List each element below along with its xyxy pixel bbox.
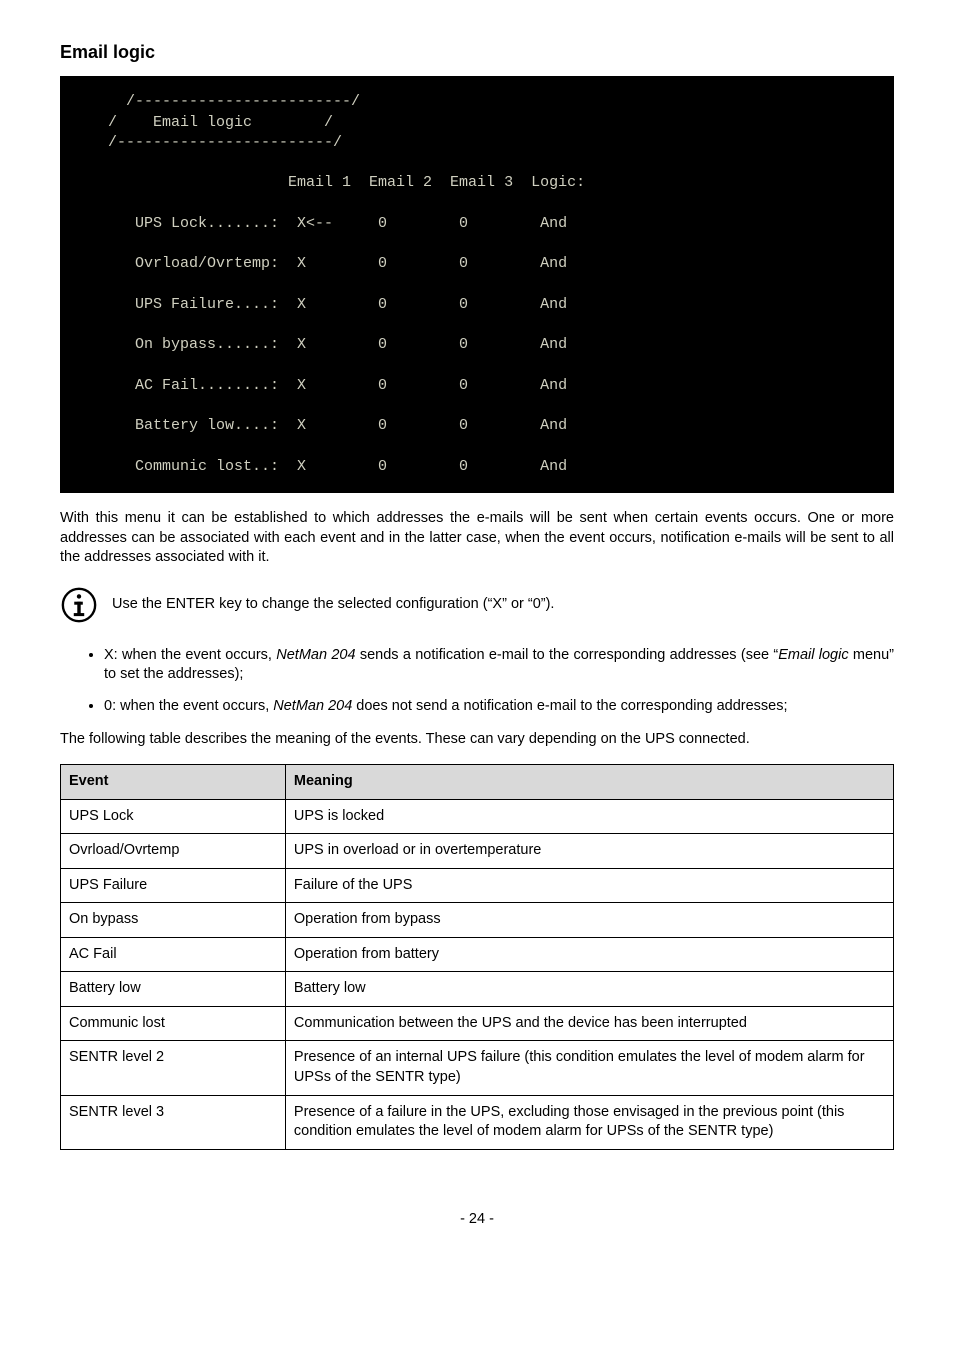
page-number: - 24 -: [60, 1210, 894, 1230]
table-row: UPS LockUPS is locked: [61, 799, 894, 834]
meaning-cell: Communication between the UPS and the de…: [285, 1006, 893, 1041]
bullet-item: 0: when the event occurs, NetMan 204 doe…: [104, 697, 894, 717]
table-row: SENTR level 3Presence of a failure in th…: [61, 1095, 894, 1149]
table-row: AC FailOperation from battery: [61, 937, 894, 972]
bullet-list: X: when the event occurs, NetMan 204 sen…: [60, 646, 894, 717]
table-row: Communic lostCommunication between the U…: [61, 1006, 894, 1041]
paragraph-intro: With this menu it can be established to …: [60, 509, 894, 568]
event-cell: Battery low: [61, 972, 286, 1007]
table-row: Battery lowBattery low: [61, 972, 894, 1007]
section-heading: Email logic: [60, 40, 894, 64]
terminal-block: /------------------------/ / Email logic…: [60, 76, 894, 493]
meaning-cell: Operation from battery: [285, 937, 893, 972]
event-cell: Ovrload/Ovrtemp: [61, 834, 286, 869]
meaning-cell: Presence of an internal UPS failure (thi…: [285, 1041, 893, 1095]
table-row: SENTR level 2Presence of an internal UPS…: [61, 1041, 894, 1095]
table-row: On bypassOperation from bypass: [61, 903, 894, 938]
table-header-event: Event: [61, 764, 286, 799]
bullet-item: X: when the event occurs, NetMan 204 sen…: [104, 646, 894, 685]
info-note-row: Use the ENTER key to change the selected…: [60, 586, 894, 624]
event-cell: SENTR level 2: [61, 1041, 286, 1095]
event-cell: SENTR level 3: [61, 1095, 286, 1149]
table-header-meaning: Meaning: [285, 764, 893, 799]
info-icon: [60, 586, 98, 624]
event-cell: UPS Lock: [61, 799, 286, 834]
paragraph-table-intro: The following table describes the meanin…: [60, 730, 894, 750]
meaning-cell: UPS in overload or in overtemperature: [285, 834, 893, 869]
table-row: Ovrload/OvrtempUPS in overload or in ove…: [61, 834, 894, 869]
event-cell: UPS Failure: [61, 868, 286, 903]
events-table: Event Meaning UPS LockUPS is lockedOvrlo…: [60, 764, 894, 1150]
info-note-text: Use the ENTER key to change the selected…: [112, 595, 554, 615]
table-header-row: Event Meaning: [61, 764, 894, 799]
event-cell: On bypass: [61, 903, 286, 938]
meaning-cell: Presence of a failure in the UPS, exclud…: [285, 1095, 893, 1149]
meaning-cell: Failure of the UPS: [285, 868, 893, 903]
event-cell: AC Fail: [61, 937, 286, 972]
meaning-cell: Operation from bypass: [285, 903, 893, 938]
meaning-cell: UPS is locked: [285, 799, 893, 834]
meaning-cell: Battery low: [285, 972, 893, 1007]
event-cell: Communic lost: [61, 1006, 286, 1041]
table-row: UPS FailureFailure of the UPS: [61, 868, 894, 903]
